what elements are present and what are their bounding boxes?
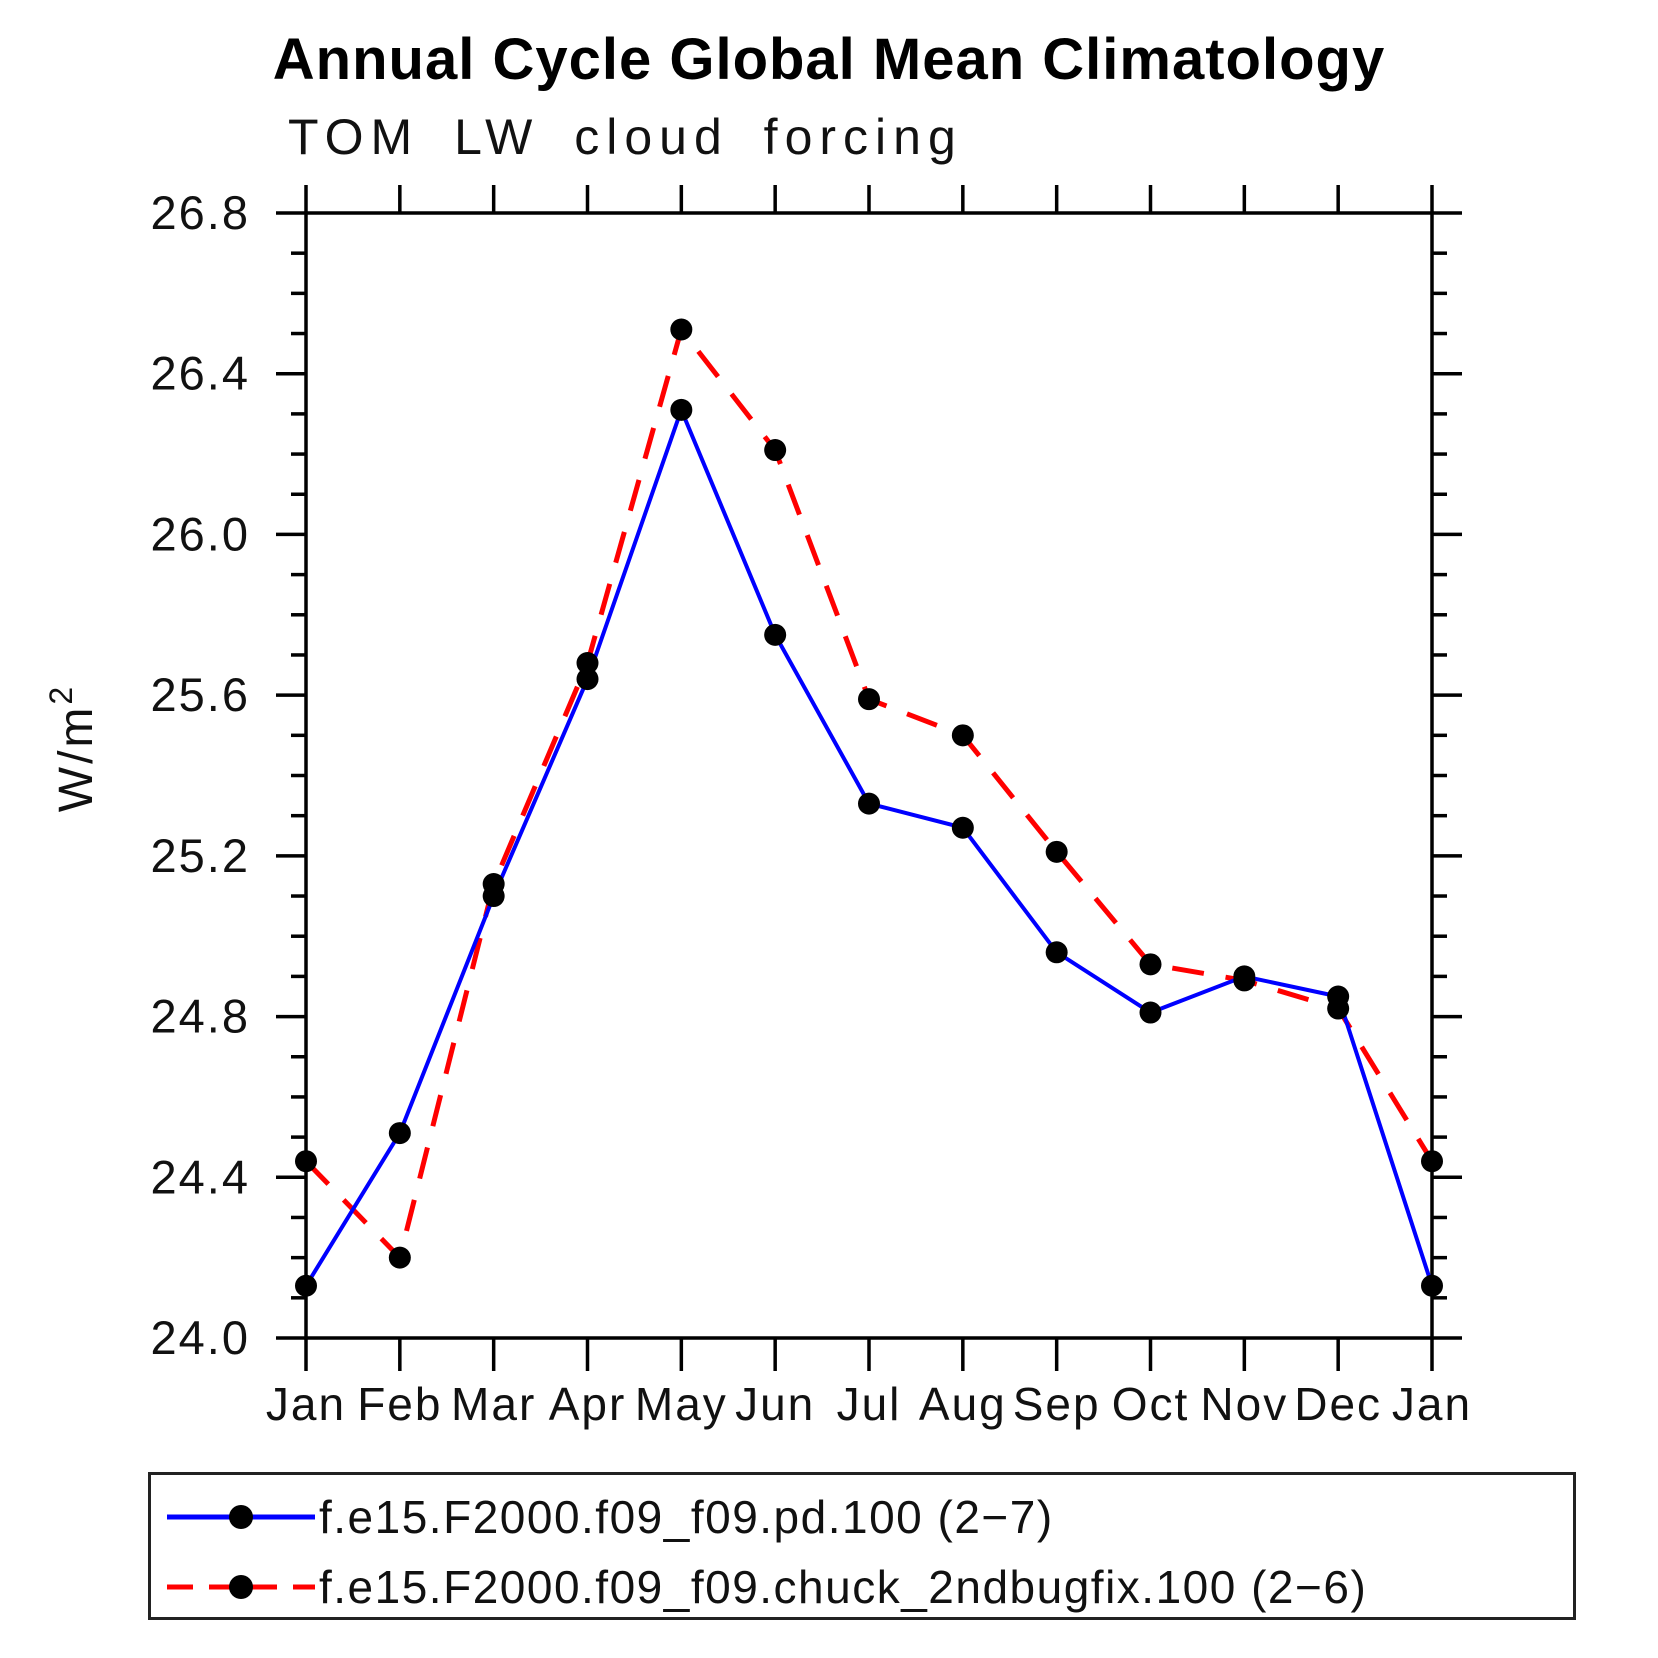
data-point — [1139, 1001, 1162, 1024]
data-point — [295, 1274, 317, 1297]
data-point — [482, 872, 505, 895]
data-point — [764, 623, 787, 646]
chart-subtitle: TOM LW cloud forcing — [288, 109, 963, 165]
data-point — [951, 724, 974, 747]
data-point — [1045, 840, 1068, 863]
data-point — [764, 439, 787, 462]
x-tick-label: May — [635, 1378, 728, 1430]
y-tick-label: 25.2 — [151, 829, 250, 882]
legend-box: f.e15.F2000.f09_f09.pd.100 (2−7) f.e15.F… — [148, 1472, 1576, 1620]
y-tick-label: 26.4 — [151, 347, 250, 400]
legend-line-sample-solid — [167, 1505, 315, 1529]
legend-entry-pd: f.e15.F2000.f09_f09.pd.100 (2−7) — [165, 1491, 1054, 1543]
data-point — [1045, 941, 1068, 964]
x-tick-label: Sep — [1013, 1378, 1101, 1430]
legend-entry-chuck: f.e15.F2000.f09_f09.chuck_2ndbugfix.100 … — [165, 1561, 1367, 1613]
plot-frame — [304, 211, 1434, 1340]
data-point — [576, 668, 599, 691]
data-point — [576, 652, 599, 674]
series-line-0 — [304, 404, 1434, 1287]
y-tick-label: 25.6 — [151, 668, 250, 721]
data-point — [1139, 953, 1162, 976]
legend-line-sample-dashed — [167, 1575, 315, 1599]
legend-label-pd: f.e15.F2000.f09_f09.pd.100 (2−7) — [319, 1491, 1054, 1543]
y-tick-label: 26.0 — [151, 507, 250, 560]
x-tick-label: Jan — [1392, 1378, 1472, 1430]
data-point — [1421, 1274, 1443, 1297]
data-point — [951, 816, 974, 839]
data-point — [388, 1122, 411, 1145]
x-tick-label: Jun — [735, 1378, 815, 1430]
y-axis-label: W/m2 — [43, 684, 103, 812]
x-tick-label: Dec — [1294, 1378, 1382, 1430]
data-point — [1421, 1150, 1443, 1173]
data-point — [858, 688, 880, 711]
x-tick-label: Apr — [549, 1378, 627, 1430]
x-tick-label: Jul — [837, 1378, 902, 1430]
data-point — [388, 1246, 411, 1269]
data-point — [670, 318, 693, 341]
x-tick-label: Oct — [1112, 1378, 1190, 1430]
series-markers-0 — [295, 398, 1443, 1297]
chart-title: Annual Cycle Global Mean Climatology — [272, 27, 1386, 92]
legend-label-chuck: f.e15.F2000.f09_f09.chuck_2ndbugfix.100 … — [319, 1561, 1368, 1613]
y-tick-label: 24.8 — [151, 990, 250, 1043]
x-tick-label: Mar — [451, 1378, 536, 1430]
data-point — [858, 792, 880, 815]
data-point — [670, 398, 693, 421]
x-tick-label: Feb — [357, 1378, 442, 1430]
series-markers-1 — [295, 318, 1443, 1269]
x-tick-label: Aug — [919, 1378, 1007, 1430]
data-point — [295, 1150, 317, 1173]
y-tick-label: 24.4 — [151, 1150, 250, 1203]
y-tick-label: 24.0 — [151, 1311, 250, 1364]
x-tick-label: Jan — [266, 1378, 346, 1430]
data-point — [1327, 997, 1350, 1020]
x-tick-label: Nov — [1200, 1378, 1288, 1430]
axis-ticks — [276, 185, 1462, 1371]
legend-marker-icon — [229, 1505, 253, 1529]
data-point — [1233, 969, 1256, 992]
y-tick-label: 26.8 — [151, 186, 250, 239]
legend-marker-icon — [229, 1575, 253, 1599]
